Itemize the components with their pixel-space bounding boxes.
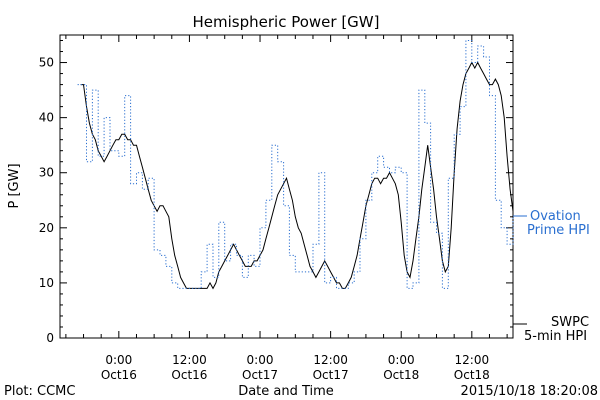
series-swpc-line [80,61,514,290]
y-tick-label: 50 [39,56,54,70]
y-axis-label: P [GW] [7,163,22,208]
legend-ovation-line1: Ovation [530,209,581,224]
x-tick-time-label: 0:00 [388,353,415,367]
y-tick-label: 20 [39,221,54,235]
y-axis: 0 10 20 30 40 50 [39,40,513,345]
y-tick-label: 40 [39,111,54,125]
x-axis-label: Date and Time [238,384,334,399]
series-layer [77,40,514,290]
legend-swpc-line1: SWPC [551,315,589,330]
chart-title: Hemispheric Power [GW] [193,13,380,31]
plot-timestamp: 2015/10/18 18:20:08 [461,384,598,399]
x-axis: 0:00Oct1612:00Oct160:00Oct1712:00Oct170:… [65,35,508,382]
legend-swpc-line2: 5-min HPI [524,329,587,344]
y-tick-label: 30 [39,166,54,180]
x-tick-date-label: Oct17 [313,368,349,382]
x-tick-date-label: Oct16 [101,368,137,382]
x-tick-date-label: Oct17 [242,368,278,382]
plot-credit: Plot: CCMC [4,384,75,399]
x-tick-date-label: Oct16 [171,368,207,382]
x-tick-date-label: Oct18 [454,368,490,382]
y-tick-label: 10 [39,276,54,290]
x-tick-time-label: 0:00 [105,353,132,367]
legend-ovation-line2: Prime HPI [527,223,590,238]
plot-frame [59,34,514,339]
series-ovation-line [77,40,514,289]
x-tick-date-label: Oct18 [383,368,419,382]
legend: Ovation Prime HPI SWPC 5-min HPI [513,209,590,344]
x-tick-time-label: 0:00 [247,353,274,367]
x-tick-time-label: 12:00 [313,353,348,367]
x-tick-time-label: 12:00 [172,353,207,367]
y-tick-label: 0 [46,331,54,345]
x-tick-time-label: 12:00 [455,353,490,367]
